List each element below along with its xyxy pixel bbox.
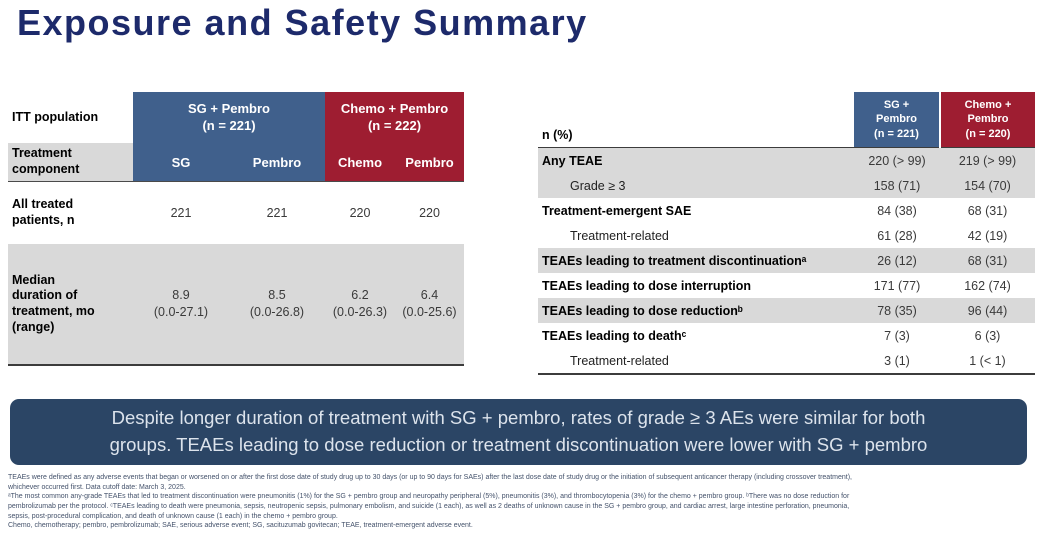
table-row-all-treated: All treated patients, n 221 221 220 220 (8, 182, 464, 245)
row-label: Median duration of treatment, mo (range) (8, 244, 133, 365)
chemo-pembro-group-header: Chemo + Pembro (n = 222) (325, 92, 464, 143)
cell-value: 221 (170, 205, 192, 220)
cell-value: 221 (266, 205, 288, 220)
table-row-dose-interruption: TEAEs leading to dose interruption 171 (… (538, 273, 1035, 298)
table-row-grade-3: Grade ≥ 3 158 (71) 154 (70) (538, 173, 1035, 198)
summary-callout: Despite longer duration of treatment wit… (10, 399, 1027, 465)
footnote-line: sepsis, post-procedural complication, an… (8, 512, 338, 520)
table-row-discontinuation: TEAEs leading to treatment discontinuati… (538, 248, 1035, 273)
cell-value: 220 (> 99) (854, 147, 940, 173)
chemo-pembro-column-header: Chemo + Pembro (n = 220) (939, 92, 1035, 148)
treatment-component-row: Treatment component SG Pembro Chemo Pemb… (8, 143, 464, 182)
table-row-sae-treatment-related: Treatment-related 61 (28) 42 (19) (538, 223, 1035, 248)
row-label: Treatment-emergent SAE (542, 203, 692, 218)
cell-value: 1 (< 1) (969, 353, 1006, 368)
cell-value: 42 (19) (967, 228, 1008, 243)
n-percent-header: n (%) (538, 92, 854, 148)
cell-value: 6 (3) (974, 328, 1001, 343)
table-row-death: TEAEs leading to deathᶜ 7 (3) 6 (3) (538, 323, 1035, 348)
cell-value: 220 (419, 205, 440, 220)
col-header-chemo: Chemo (325, 143, 395, 182)
safety-header-row: n (%) SG + Pembro (n = 221) Chemo + Pemb… (538, 92, 1035, 148)
cell-value: 6.4 (0.0-25.6) (395, 244, 464, 365)
footnote-line: TEAEs were defined as any adverse events… (8, 474, 852, 481)
page-title: Exposure and Safety Summary (17, 2, 588, 43)
row-label: Treatment-related (570, 228, 669, 243)
table-row-dose-reduction: TEAEs leading to dose reductionᵇ 78 (35)… (538, 298, 1035, 323)
sg-pembro-column-header: SG + Pembro (n = 221) (854, 92, 940, 148)
table-row-sae: Treatment-emergent SAE 84 (38) 68 (31) (538, 198, 1035, 223)
row-label: All treated patients, n (12, 197, 75, 227)
cell-value: 78 (35) (854, 298, 940, 323)
treatment-component-header: Treatment component (8, 143, 133, 182)
itt-population-header: ITT population (12, 109, 99, 124)
cell-value: 96 (44) (940, 298, 1035, 323)
col-header-pembro-2: Pembro (395, 143, 464, 182)
cell-value: 7 (3) (884, 328, 910, 343)
cell-value: 6.2 (0.0-26.3) (325, 244, 395, 365)
footnotes: TEAEs were defined as any adverse events… (8, 473, 1034, 531)
footnote-line: whichever occurred first. Data cutoff da… (8, 483, 186, 491)
row-label: TEAEs leading to deathᶜ (542, 328, 687, 343)
footnote-line: pembrolizumab per the protocol. ᶜTEAEs l… (8, 502, 850, 510)
col-header-sg: SG (133, 143, 229, 182)
table-row-any-teae: Any TEAE 220 (> 99) 219 (> 99) (538, 147, 1035, 173)
cell-value: 61 (28) (877, 228, 917, 243)
row-label: TEAEs leading to dose reductionᵇ (538, 298, 854, 323)
cell-value: 8.5 (0.0-26.8) (229, 244, 325, 365)
footnote-line: Chemo, chemotherapy; pembro, pembrolizum… (8, 522, 473, 530)
cell-value: 171 (77) (873, 278, 921, 293)
cell-value: 84 (38) (877, 203, 917, 218)
cell-value: 8.9 (0.0-27.1) (133, 244, 229, 365)
cell-value: 162 (74) (964, 278, 1011, 293)
cell-value: 68 (31) (940, 248, 1035, 273)
row-label: Any TEAE (538, 147, 854, 173)
row-label: TEAEs leading to dose interruption (542, 278, 752, 293)
sg-pembro-group-header: SG + Pembro (n = 221) (133, 92, 325, 143)
safety-table: n (%) SG + Pembro (n = 221) Chemo + Pemb… (538, 92, 1035, 375)
cell-value: 68 (31) (967, 203, 1008, 218)
cell-value: 26 (12) (854, 248, 940, 273)
footnote-line: ᵃThe most common any-grade TEAEs that le… (8, 493, 850, 501)
cell-value: 220 (349, 205, 371, 220)
table-row-death-treatment-related: Treatment-related 3 (1) 1 (< 1) (538, 348, 1035, 374)
exposure-group-header-row: ITT population SG + Pembro (n = 221) Che… (8, 92, 464, 143)
cell-value: 3 (1) (884, 353, 910, 368)
row-label: Treatment-related (570, 353, 669, 368)
cell-value: 158 (71) (854, 173, 940, 198)
row-label: Grade ≥ 3 (538, 173, 854, 198)
table-row-median-duration: Median duration of treatment, mo (range)… (8, 244, 464, 365)
cell-value: 219 (> 99) (940, 147, 1035, 173)
col-header-pembro: Pembro (229, 143, 325, 182)
exposure-table: ITT population SG + Pembro (n = 221) Che… (8, 92, 464, 366)
cell-value: 154 (70) (940, 173, 1035, 198)
row-label: TEAEs leading to treatment discontinuati… (538, 248, 854, 273)
